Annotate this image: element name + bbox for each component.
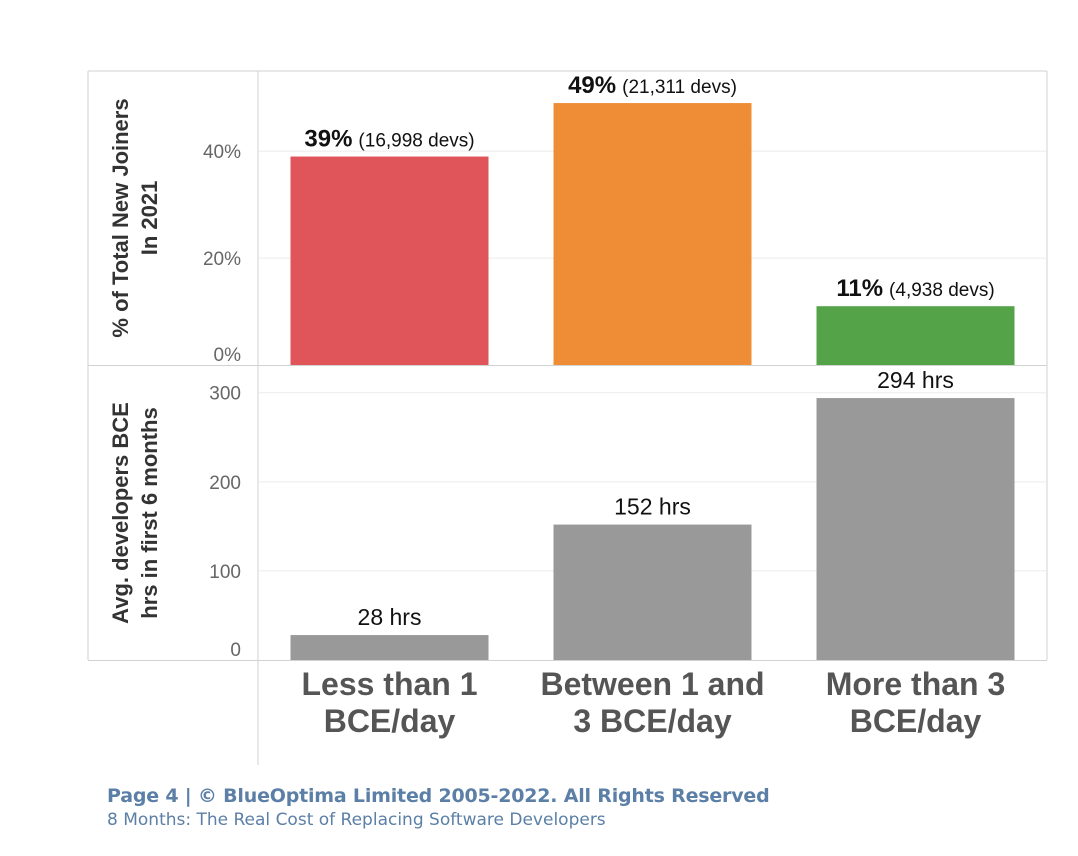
y-tick-label: 0 — [230, 640, 241, 661]
x-tick-label-line: More than 3 — [826, 666, 1006, 702]
x-tick-label-line: BCE/day — [850, 703, 982, 739]
bar — [553, 103, 752, 365]
x-tick-label-line: BCE/day — [324, 703, 456, 739]
y-axis-title-line: In 2021 — [137, 181, 162, 256]
y-tick-label: 0% — [214, 345, 242, 366]
bar — [816, 398, 1015, 660]
y-axis-title-line: hrs in first 6 months — [137, 407, 162, 618]
data-label: 28 hrs — [358, 604, 422, 630]
y-tick-label: 40% — [203, 142, 241, 163]
data-label-count: (4,938 devs) — [889, 280, 995, 301]
y-axis-title: % of Total New Joiners In 2021 — [108, 98, 162, 337]
y-tick-label: 20% — [203, 249, 241, 270]
data-label-percent: 39% — [304, 126, 352, 153]
x-tick-label-line: 3 BCE/day — [573, 703, 731, 739]
data-label: 39% (16,998 devs) — [304, 126, 474, 153]
y-tick-label: 200 — [209, 473, 241, 494]
footer-title: 8 Months: The Real Cost of Replacing Sof… — [107, 810, 606, 830]
bar-chart: 0% 20% 40% % of Total New Joiners In 2021 39%… — [87, 70, 1048, 765]
bar — [816, 306, 1015, 365]
y-axis-title: Avg. developers BCE hrs in first 6 months — [108, 402, 162, 624]
data-label-percent: 49% — [568, 72, 616, 99]
data-label-count: (16,998 devs) — [358, 131, 474, 152]
bar — [290, 156, 489, 365]
data-label-percent: 11% — [836, 275, 883, 302]
x-tick-label: Between 1 and 3 BCE/day — [540, 666, 764, 739]
x-tick-label: More than 3 BCE/day — [826, 666, 1006, 739]
x-tick-label-line: Between 1 and — [540, 666, 764, 702]
chart-frame — [87, 70, 1048, 765]
page-footer: Page 4 | © BlueOptima Limited 2005-2022.… — [107, 785, 770, 830]
x-tick-label-line: Less than 1 — [301, 666, 477, 702]
data-label-count: (21,311 devs) — [622, 77, 737, 98]
y-axis-title-line: % of Total New Joiners — [108, 98, 133, 337]
footer-copyright: Page 4 | © BlueOptima Limited 2005-2022.… — [107, 785, 770, 807]
y-axis-title-line: Avg. developers BCE — [108, 402, 133, 624]
data-label: 152 hrs — [614, 494, 691, 520]
data-label: 294 hrs — [877, 367, 954, 393]
data-label: 49% (21,311 devs) — [568, 72, 737, 99]
bar — [553, 524, 752, 660]
panel-bce-hours: 0 100 200 300 Avg. developers BCE hrs in firs… — [108, 367, 1047, 661]
data-label: 11% (4,938 devs) — [836, 275, 994, 302]
panel-new-joiners: 0% 20% 40% % of Total New Joiners In 2021 39%… — [108, 72, 1047, 366]
y-tick-label: 100 — [209, 562, 241, 583]
x-tick-label: Less than 1 BCE/day — [301, 666, 477, 739]
y-tick-label: 300 — [209, 384, 241, 405]
bar — [290, 635, 489, 660]
